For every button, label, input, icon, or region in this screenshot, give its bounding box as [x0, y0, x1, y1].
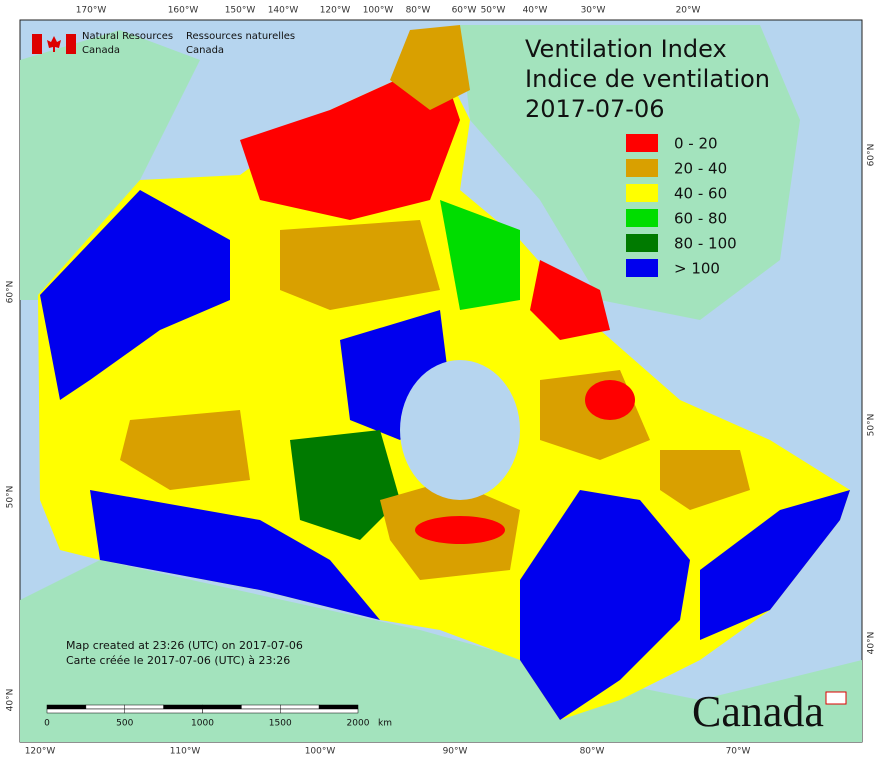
legend-swatch — [626, 259, 658, 277]
region-maritimes — [700, 490, 850, 640]
wordmark-flag — [825, 691, 847, 705]
top-coord: 50°W — [481, 6, 506, 16]
bottom-coord: 80°W — [580, 747, 605, 757]
credit-en: Map created at 23:26 (UTC) on 2017-07-06 — [66, 639, 303, 652]
credit-fr: Carte créée le 2017-07-06 (UTC) à 23:26 — [66, 654, 290, 667]
region-arctic — [240, 60, 460, 220]
top-coord: 30°W — [581, 6, 606, 16]
region-orange3 — [660, 450, 750, 510]
region-orange4 — [280, 220, 440, 310]
title-fr: Indice de ventilation — [525, 65, 770, 93]
legend-label: 80 - 100 — [674, 235, 737, 253]
scale-segment — [318, 704, 359, 710]
flag-bar — [66, 34, 76, 54]
scale-segment — [124, 708, 203, 714]
left-coord: 60°N — [6, 281, 16, 304]
wordmark-text: Canada — [692, 687, 824, 736]
scale-segment — [46, 708, 125, 714]
top-coord: 120°W — [320, 6, 351, 16]
top-coord: 150°W — [225, 6, 256, 16]
region-nw — [40, 190, 230, 400]
scale-segment — [46, 704, 87, 710]
flag-leaf — [47, 36, 61, 52]
bottom-coord: 100°W — [305, 747, 336, 757]
top-coord: 160°W — [168, 6, 199, 16]
bottom-coord: 110°W — [170, 747, 201, 757]
alaska — [20, 30, 200, 300]
country-en: Canada — [82, 45, 120, 56]
scale-label: 0 — [44, 719, 50, 729]
legend-label: 60 - 80 — [674, 210, 727, 228]
region-ontario — [520, 490, 690, 720]
scale-segment — [202, 708, 281, 714]
top-coord: 140°W — [268, 6, 299, 16]
right-coord: 50°N — [867, 414, 877, 437]
left-coord: 40°N — [6, 689, 16, 712]
bottom-coord: 90°W — [443, 747, 468, 757]
scale-segment — [202, 704, 242, 710]
scale-segment — [241, 704, 281, 710]
scale-label: 500 — [116, 719, 133, 729]
left-coord: 50°N — [6, 486, 16, 509]
scale-segment — [85, 704, 125, 710]
dept-en: Natural Resources — [82, 31, 173, 42]
legend-swatch — [626, 209, 658, 227]
country-fr: Canada — [186, 45, 224, 56]
scale-bar: 0 500 1000 1500 2000 km — [44, 704, 392, 729]
legend-label: 20 - 40 — [674, 160, 727, 178]
region-red1 — [415, 516, 505, 544]
top-coord: 170°W — [76, 6, 107, 16]
legend-swatch — [626, 184, 658, 202]
scale-segment — [163, 704, 203, 710]
legend-label: 0 - 20 — [674, 135, 718, 153]
region-prairies — [90, 490, 380, 620]
legend-swatch — [626, 234, 658, 252]
right-coord: 60°N — [867, 144, 877, 167]
scale-unit: km — [378, 719, 392, 729]
usa — [20, 560, 862, 742]
graticule-labels: 170°W 160°W 150°W 140°W 120°W 100°W 80°W 60°W 50… — [6, 6, 877, 757]
bottom-coord: 70°W — [726, 747, 751, 757]
scale-segment — [280, 708, 359, 714]
region-red2 — [585, 380, 635, 420]
right-coord: 40°N — [867, 632, 877, 655]
bottom-coord: 120°W — [25, 747, 56, 757]
top-coord: 40°W — [523, 6, 548, 16]
top-coord: 100°W — [363, 6, 394, 16]
region-red3 — [530, 260, 610, 340]
logo — [32, 34, 76, 54]
scale-segment — [280, 704, 320, 710]
scale-label: 2000 — [347, 719, 370, 729]
legend: 0 - 20 20 - 40 40 - 60 60 - 80 80 - 100 > 100 — [626, 134, 737, 278]
hudson-bay — [400, 360, 520, 500]
region-green2 — [440, 200, 520, 310]
top-coord: 80°W — [406, 6, 431, 16]
title-date: 2017-07-06 — [525, 95, 664, 123]
legend-label: 40 - 60 — [674, 185, 727, 203]
wordmark: Canada — [692, 687, 847, 736]
region-green1 — [290, 430, 400, 540]
legend-swatch — [626, 159, 658, 177]
scale-label: 1500 — [269, 719, 292, 729]
region-orange5 — [120, 410, 250, 490]
flag-bar — [32, 34, 42, 54]
scale-label: 1000 — [191, 719, 214, 729]
region-ellesmere — [390, 25, 470, 110]
index-field — [38, 25, 850, 720]
title-en: Ventilation Index — [525, 35, 727, 63]
dept-fr: Ressources naturelles — [186, 31, 295, 42]
top-coord: 20°W — [676, 6, 701, 16]
legend-label: > 100 — [674, 260, 720, 278]
legend-swatch — [626, 134, 658, 152]
top-coord: 60°W — [452, 6, 477, 16]
scale-segment — [124, 704, 164, 710]
